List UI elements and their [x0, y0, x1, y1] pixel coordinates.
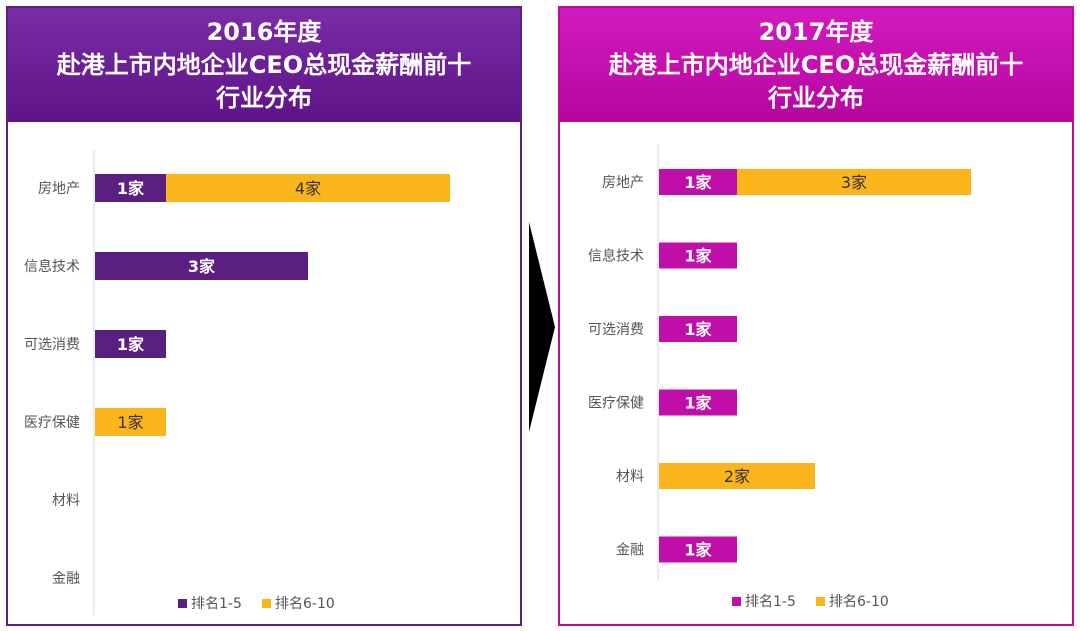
category-label: 金融	[52, 571, 80, 587]
legend-label: 排名6-10	[275, 596, 335, 612]
title-line-2: 赴港上市内地企业CEO总现金薪酬前十	[608, 50, 1024, 79]
title-line-3: 行业分布	[216, 83, 312, 112]
category-label: 医疗保健	[24, 415, 80, 431]
bar-segment	[659, 169, 737, 195]
title-line-3: 行业分布	[768, 83, 864, 112]
data-label: 1家	[684, 320, 712, 339]
legend-label: 排名1-5	[745, 594, 796, 610]
bar-segment	[659, 389, 737, 416]
category-label: 可选消费	[24, 337, 80, 353]
chart-panel-2016: 2016年度 赴港上市内地企业CEO总现金薪酬前十 行业分布 房地产 1家 4家信息…	[6, 6, 522, 626]
bar-segment	[166, 174, 450, 202]
category-label: 可选消费	[588, 322, 644, 338]
category-label: 房地产	[602, 175, 644, 191]
bar-segment	[737, 169, 971, 195]
bar-segment	[659, 316, 737, 342]
category-label: 信息技术	[588, 248, 644, 265]
data-label: 1家	[117, 179, 145, 198]
data-label: 4家	[295, 179, 321, 198]
data-label: 1家	[684, 394, 712, 413]
data-label: 1家	[684, 541, 712, 560]
bar-segment	[659, 463, 815, 489]
category-label: 信息技术	[24, 258, 80, 275]
legend-swatch	[732, 597, 741, 606]
bar-segment	[95, 174, 166, 202]
category-label: 房地产	[38, 181, 80, 197]
bar-segment	[659, 536, 737, 563]
right-arrow-icon	[529, 222, 555, 432]
category-label: 医疗保健	[588, 396, 644, 412]
data-label: 1家	[684, 247, 712, 266]
bar-segment	[659, 242, 737, 269]
category-label: 材料	[52, 493, 80, 509]
bar-segment	[95, 330, 166, 358]
title-line-2: 赴港上市内地企业CEO总现金薪酬前十	[56, 50, 472, 79]
bar-segment	[95, 408, 166, 436]
legend-label: 排名1-5	[191, 596, 242, 612]
data-label: 1家	[684, 173, 712, 192]
chart-title-2017: 2017年度 赴港上市内地企业CEO总现金薪酬前十 行业分布	[560, 8, 1072, 122]
data-label: 1家	[117, 335, 145, 354]
data-label: 1家	[117, 413, 143, 432]
bar-segment	[95, 252, 308, 280]
legend-label: 排名6-10	[829, 594, 889, 610]
legend-swatch	[262, 599, 271, 608]
category-label: 金融	[616, 543, 644, 559]
legend-swatch	[178, 599, 187, 608]
legend-swatch	[816, 597, 825, 606]
chart-title-2016: 2016年度 赴港上市内地企业CEO总现金薪酬前十 行业分布	[8, 8, 520, 122]
title-line-1: 2017年度	[758, 17, 874, 46]
data-label: 2家	[724, 467, 750, 486]
category-label: 材料	[616, 469, 644, 485]
chart-panel-2017: 2017年度 赴港上市内地企业CEO总现金薪酬前十 行业分布 房地产 1家 3家信息…	[558, 6, 1074, 626]
title-line-1: 2016年度	[206, 17, 322, 46]
data-label: 3家	[841, 173, 867, 192]
data-label: 3家	[188, 257, 216, 276]
